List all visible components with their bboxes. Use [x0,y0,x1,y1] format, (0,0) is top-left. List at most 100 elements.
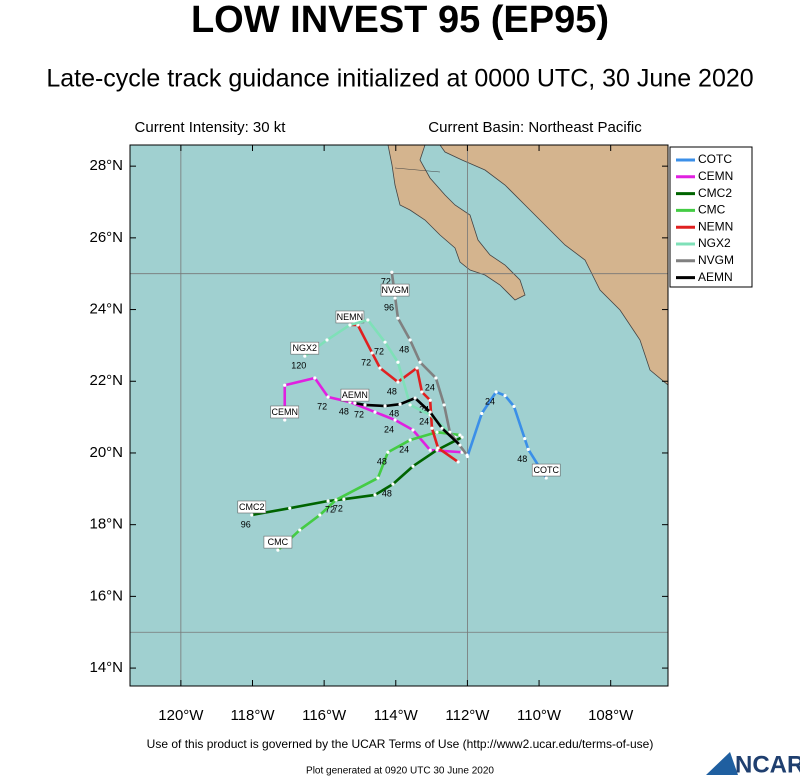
track-point [544,476,548,480]
track-point [526,447,530,451]
x-tick-label: 114°W [374,707,419,724]
forecast-hour: 48 [517,454,527,464]
track-point [413,396,417,400]
model-label: CMC [268,537,289,547]
model-label-box [263,535,293,549]
forecast-hour: 72 [374,347,384,357]
track-point [428,398,432,402]
track-point [370,351,374,355]
y-tick-label: 24°N [89,301,123,318]
forecast-hour: 24 [419,416,429,426]
y-tick-label: 20°N [89,444,123,461]
model-label: NEMN [337,312,364,322]
model-label-box [270,405,300,419]
land [387,145,668,386]
track-point [408,403,412,407]
forecast-hour: 24 [419,405,429,415]
current-intensity: Current Intensity: 30 kt [135,119,287,136]
track-point [326,499,330,503]
model-label-box [531,463,561,477]
track-point [363,403,367,407]
track-point [396,360,400,364]
model-label: AEMN [342,390,368,400]
track-point [283,418,287,422]
legend-label: CMC2 [698,186,732,200]
legend-label: COTC [698,152,732,166]
track-point [408,338,412,342]
track-point [434,376,438,380]
track-line [466,390,548,479]
track-point [348,323,352,327]
track-point [318,513,322,517]
track-point [523,437,527,441]
legend-label: AEMN [698,270,733,284]
forecast-hour: 72 [325,504,335,514]
ncar-logo-mark [706,752,738,775]
x-tick-label: 120°W [158,707,204,724]
forecast-hour: 48 [377,457,387,467]
track-point [383,404,387,408]
model-label: COTC [533,465,559,475]
track-line [354,396,461,447]
track-point [503,394,507,398]
forecast-hour: 120 [291,361,306,371]
track-point [456,460,460,464]
track-point [408,438,412,442]
track-point [390,270,394,274]
track-point [411,428,415,432]
y-tick-label: 22°N [89,372,123,389]
subtitle: Late-cycle track guidance initialized at… [46,65,753,93]
forecast-hour: 48 [382,489,392,499]
legend-label: NGX2 [698,236,731,250]
legend-label: CMC [698,203,726,217]
x-tick-label: 110°W [517,707,562,724]
model-label: NVGM [382,285,409,295]
plot-generated: Plot generated at 0920 UTC 30 June 2020 [306,766,494,777]
track-point [458,443,462,447]
forecast-hour: 72 [361,357,371,367]
model-label: NGX2 [293,343,318,353]
x-tick-label: 108°W [588,707,634,724]
model-label-box [237,500,267,514]
track-point [376,476,380,480]
track-point [326,395,330,399]
track-point [334,498,338,502]
track-point [276,548,280,552]
forecast-hour: 48 [399,344,409,354]
track-point [250,513,254,517]
track-point [298,528,302,532]
track-point [435,430,439,434]
track-point [418,360,422,364]
track-point [512,404,516,408]
track-point [386,450,390,454]
model-label-box [340,388,370,402]
forecast-hour: 96 [241,519,251,529]
forecast-hour: 72 [354,409,364,419]
legend-label: NEMN [698,219,733,233]
y-tick-label: 14°N [89,659,123,676]
track-point [480,411,484,416]
track-point [366,318,370,322]
forecast-hour: 72 [381,277,391,287]
legend-label: NVGM [698,253,734,267]
title: LOW INVEST 95 (EP95) [191,0,609,41]
track-point [373,493,377,497]
model-label: CMC2 [239,502,265,512]
track-point [393,296,397,300]
track-point [398,402,402,406]
track-point [383,340,387,344]
track-point [303,354,307,358]
model-label-box [335,310,365,324]
forecast-hour: 24 [384,424,394,434]
track-point [494,390,498,394]
track-point [420,390,424,394]
track-point [325,338,329,342]
track-point [448,430,452,434]
track-point [313,376,317,380]
forecast-hour: 48 [389,409,399,419]
track-point [391,482,395,486]
forecast-hour: 24 [485,396,495,406]
x-tick-label: 118°W [230,707,275,724]
track-point [442,403,446,407]
track-point [288,506,292,510]
